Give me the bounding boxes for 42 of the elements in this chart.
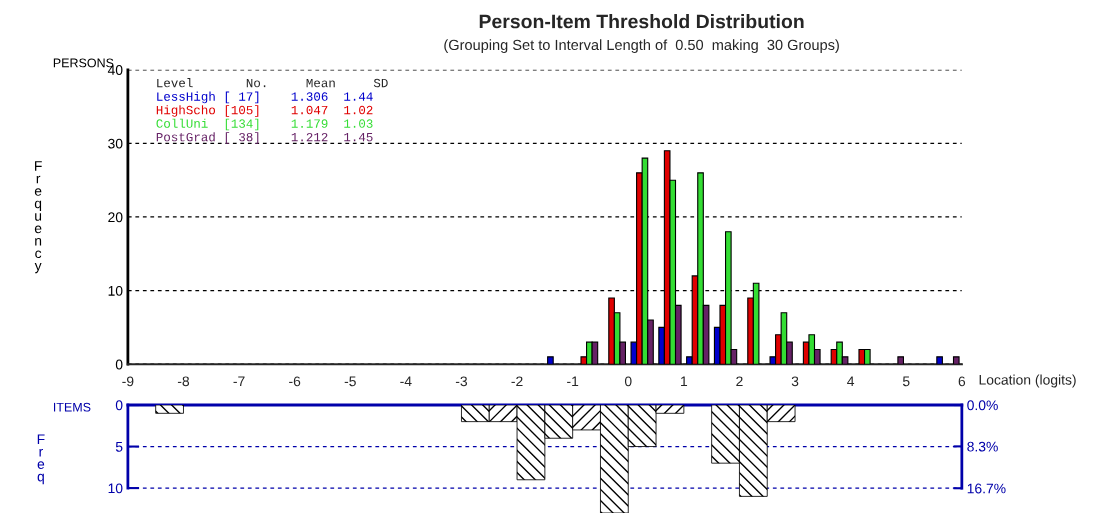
x-tick-label: -9 (122, 376, 134, 387)
text: ITEMS (53, 402, 91, 412)
x-tick-label: -5 (344, 376, 356, 387)
y2-tick-label: 16.7% (967, 483, 1006, 494)
x-tick-label: 5 (902, 376, 910, 387)
x-tick-label: -6 (289, 376, 301, 387)
bar (155, 405, 184, 414)
y-tick-label: 10 (108, 483, 123, 494)
bar (936, 356, 943, 365)
y-tick-label: 20 (108, 212, 123, 223)
bar (952, 356, 960, 365)
x-tick-label: 4 (847, 376, 855, 387)
y-axis-title: Freq (37, 434, 45, 485)
y-tick-label: 30 (108, 138, 123, 149)
x-tick-label: 1 (681, 376, 688, 387)
chart-title: Person-Item Threshold Distribution (479, 14, 804, 29)
y2-tick-label: 0.0% (967, 400, 998, 411)
x-tick-label: 6 (958, 376, 966, 387)
x-tick-label: -8 (177, 376, 190, 387)
text: LessHigh [ 17] 1.306 1.44 (157, 91, 373, 104)
x-tick-label: -4 (400, 376, 412, 387)
bar (547, 356, 554, 365)
x-tick-label: 0 (624, 376, 632, 387)
x-tick-label: 2 (736, 376, 743, 387)
bar (897, 356, 905, 365)
x-tick-label: 3 (791, 376, 799, 387)
text: CollUni [134] 1.179 1.03 (156, 118, 373, 131)
legend-title: Level No. Mean SD (157, 78, 388, 88)
x-tick-label: -7 (233, 376, 245, 387)
y2-tick-label: 8.3% (967, 441, 998, 452)
y-tick-label: 0 (115, 400, 123, 411)
x-tick-label: -3 (455, 376, 468, 387)
text: PostGrad [ 38] 1.212 1.45 (156, 132, 373, 144)
y-tick-label: 0 (115, 359, 123, 370)
x-tick-label: -1 (567, 376, 579, 387)
text: HighScho [105] 1.047 1.02 (156, 105, 373, 117)
x-axis-title: Location (logits) (979, 374, 1076, 388)
y-tick-label: 5 (115, 442, 123, 452)
x-tick-label: -2 (511, 376, 523, 387)
text: Frequency (34, 161, 42, 274)
chart-subtitle: (Grouping Set to Interval Length of 0.50 making 30 Groups) (444, 39, 839, 53)
y-tick-label: 10 (108, 285, 123, 296)
